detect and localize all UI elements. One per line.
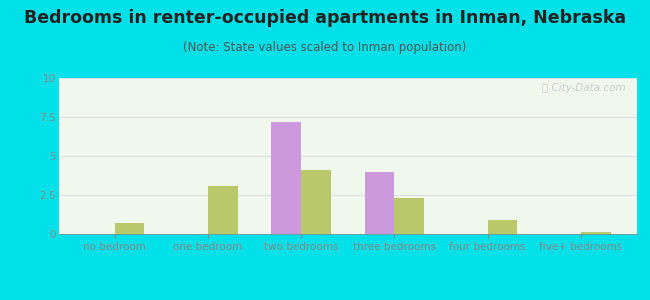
- Bar: [365, 172, 395, 234]
- Text: Bedrooms in renter-occupied apartments in Inman, Nebraska: Bedrooms in renter-occupied apartments i…: [24, 9, 626, 27]
- Bar: [271, 122, 301, 234]
- Text: (Note: State values scaled to Inman population): (Note: State values scaled to Inman popu…: [183, 40, 467, 53]
- Text: Ⓜ City-Data.com: Ⓜ City-Data.com: [542, 83, 625, 93]
- Bar: [581, 232, 611, 234]
- Bar: [488, 220, 517, 234]
- Bar: [395, 198, 424, 234]
- Bar: [301, 170, 331, 234]
- Bar: [208, 186, 238, 234]
- Bar: [114, 223, 144, 234]
